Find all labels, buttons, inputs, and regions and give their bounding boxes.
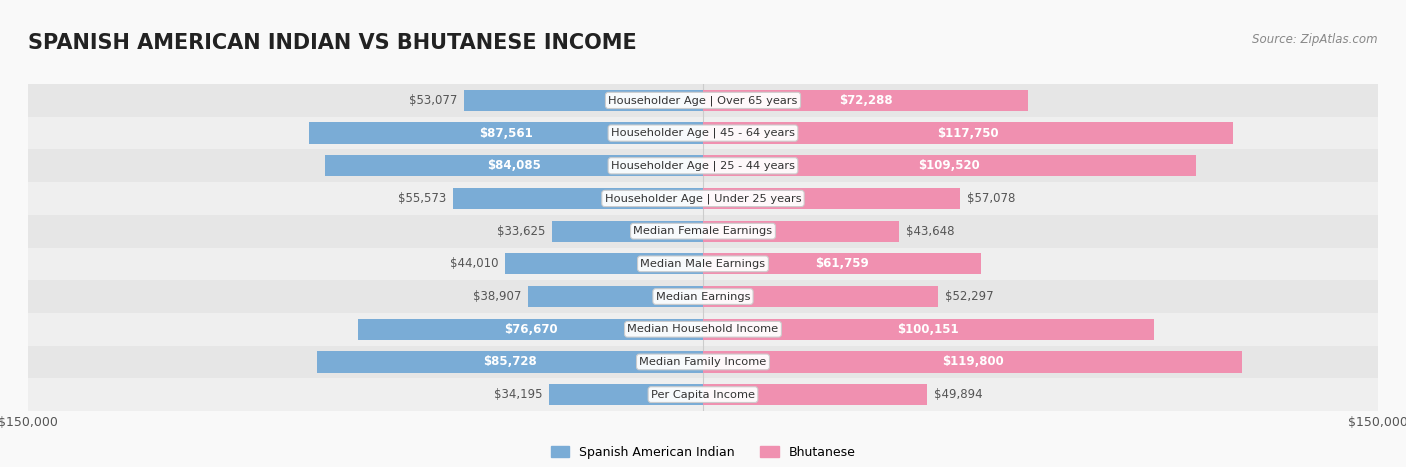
Text: $57,078: $57,078 (966, 192, 1015, 205)
Text: $55,573: $55,573 (398, 192, 446, 205)
Text: $52,297: $52,297 (945, 290, 994, 303)
Text: $49,894: $49,894 (934, 388, 983, 401)
Bar (464, 90, 703, 111)
Bar (28, 378, 1378, 411)
Text: $117,750: $117,750 (936, 127, 998, 140)
Text: Median Male Earnings: Median Male Earnings (641, 259, 765, 269)
Text: $119,800: $119,800 (942, 355, 1004, 368)
Text: $72,288: $72,288 (839, 94, 893, 107)
Text: $53,077: $53,077 (409, 94, 457, 107)
Bar (28, 346, 1378, 378)
Text: Median Female Earnings: Median Female Earnings (634, 226, 772, 236)
Bar (28, 313, 1378, 346)
Bar (309, 122, 703, 144)
Text: $61,759: $61,759 (815, 257, 869, 270)
Text: Householder Age | Under 25 years: Householder Age | Under 25 years (605, 193, 801, 204)
Text: Median Earnings: Median Earnings (655, 291, 751, 302)
Text: $85,728: $85,728 (484, 355, 537, 368)
Bar (359, 318, 703, 340)
Bar (28, 182, 1378, 215)
Bar (325, 155, 703, 177)
Bar (703, 220, 900, 242)
Bar (703, 90, 1028, 111)
Bar (703, 351, 1241, 373)
Bar (453, 188, 703, 209)
Text: Householder Age | Over 65 years: Householder Age | Over 65 years (609, 95, 797, 106)
Bar (703, 384, 928, 405)
Text: $76,670: $76,670 (503, 323, 557, 336)
Text: $109,520: $109,520 (918, 159, 980, 172)
Bar (703, 122, 1233, 144)
Text: Per Capita Income: Per Capita Income (651, 389, 755, 400)
Bar (703, 318, 1153, 340)
Bar (505, 253, 703, 275)
Bar (550, 384, 703, 405)
Bar (28, 149, 1378, 182)
Bar (28, 117, 1378, 149)
Text: Householder Age | 45 - 64 years: Householder Age | 45 - 64 years (612, 128, 794, 138)
Bar (28, 248, 1378, 280)
Bar (28, 280, 1378, 313)
Text: Median Family Income: Median Family Income (640, 357, 766, 367)
Text: $84,085: $84,085 (486, 159, 541, 172)
Bar (703, 286, 938, 307)
Text: $87,561: $87,561 (479, 127, 533, 140)
Text: $100,151: $100,151 (897, 323, 959, 336)
Bar (318, 351, 703, 373)
Legend: Spanish American Indian, Bhutanese: Spanish American Indian, Bhutanese (546, 440, 860, 464)
Text: $34,195: $34,195 (494, 388, 543, 401)
Text: SPANISH AMERICAN INDIAN VS BHUTANESE INCOME: SPANISH AMERICAN INDIAN VS BHUTANESE INC… (28, 33, 637, 53)
Bar (551, 220, 703, 242)
Bar (527, 286, 703, 307)
Text: Householder Age | 25 - 44 years: Householder Age | 25 - 44 years (612, 161, 794, 171)
Text: $43,648: $43,648 (905, 225, 955, 238)
Bar (28, 84, 1378, 117)
Text: Median Household Income: Median Household Income (627, 324, 779, 334)
Bar (703, 155, 1195, 177)
Bar (703, 188, 960, 209)
Text: $38,907: $38,907 (472, 290, 522, 303)
Bar (703, 253, 981, 275)
Text: $33,625: $33,625 (496, 225, 546, 238)
Text: Source: ZipAtlas.com: Source: ZipAtlas.com (1253, 33, 1378, 46)
Text: $44,010: $44,010 (450, 257, 498, 270)
Bar (28, 215, 1378, 248)
